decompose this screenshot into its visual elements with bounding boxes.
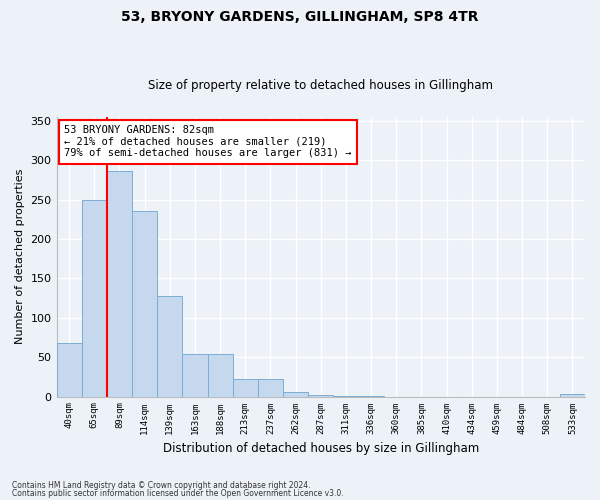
Bar: [82, 200, 107, 396]
Y-axis label: Number of detached properties: Number of detached properties: [15, 169, 25, 344]
Bar: [308, 395, 334, 396]
Text: 53, BRYONY GARDENS, GILLINGHAM, SP8 4TR: 53, BRYONY GARDENS, GILLINGHAM, SP8 4TR: [121, 10, 479, 24]
Title: Size of property relative to detached houses in Gillingham: Size of property relative to detached ho…: [148, 79, 493, 92]
Text: Contains HM Land Registry data © Crown copyright and database right 2024.: Contains HM Land Registry data © Crown c…: [12, 481, 311, 490]
Bar: [208, 354, 233, 397]
Text: Contains public sector information licensed under the Open Government Licence v3: Contains public sector information licen…: [12, 488, 344, 498]
Bar: [258, 379, 283, 396]
Bar: [182, 354, 208, 397]
Bar: [107, 171, 132, 396]
Bar: [132, 210, 157, 396]
Bar: [560, 394, 585, 396]
Bar: [56, 343, 82, 396]
X-axis label: Distribution of detached houses by size in Gillingham: Distribution of detached houses by size …: [163, 442, 479, 455]
Text: 53 BRYONY GARDENS: 82sqm
← 21% of detached houses are smaller (219)
79% of semi-: 53 BRYONY GARDENS: 82sqm ← 21% of detach…: [64, 125, 352, 158]
Bar: [283, 392, 308, 396]
Bar: [157, 296, 182, 396]
Bar: [233, 379, 258, 396]
